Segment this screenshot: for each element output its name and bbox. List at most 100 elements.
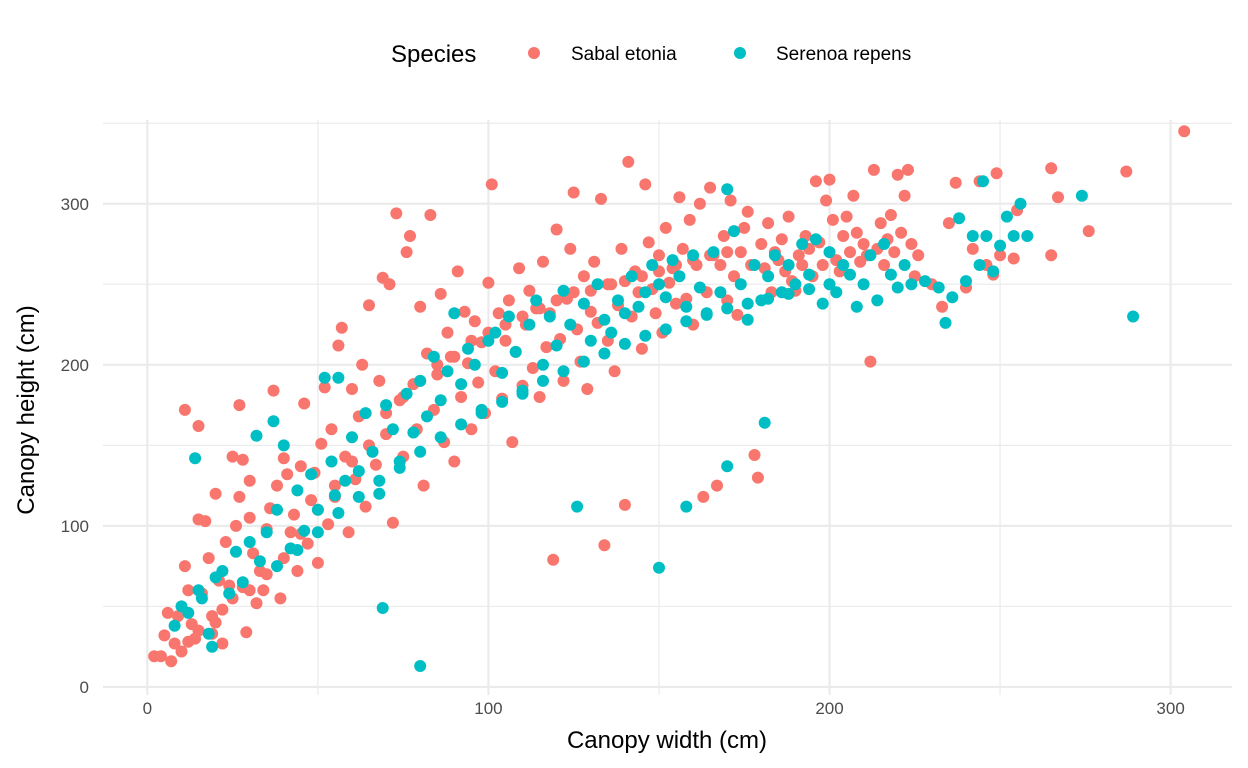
- point-serenoa-repens: [407, 426, 420, 439]
- point-sabal-etonia: [175, 645, 188, 658]
- point-sabal-etonia: [878, 259, 891, 271]
- point-serenoa-repens: [291, 484, 304, 497]
- point-serenoa-repens: [475, 407, 488, 420]
- point-sabal-etonia: [888, 246, 901, 259]
- point-serenoa-repens: [932, 281, 945, 294]
- point-sabal-etonia: [298, 397, 311, 410]
- point-serenoa-repens: [980, 230, 993, 242]
- point-serenoa-repens: [496, 395, 509, 408]
- point-sabal-etonia: [230, 519, 242, 532]
- point-sabal-etonia: [417, 479, 430, 492]
- point-sabal-etonia: [359, 500, 372, 513]
- point-sabal-etonia: [243, 474, 256, 487]
- point-serenoa-repens: [253, 555, 266, 568]
- point-sabal-etonia: [243, 584, 256, 597]
- point-serenoa-repens: [584, 334, 597, 347]
- point-serenoa-repens: [502, 310, 515, 323]
- point-sabal-etonia: [233, 399, 246, 412]
- point-sabal-etonia: [864, 355, 877, 368]
- y-tick-label: 200: [61, 356, 89, 375]
- point-sabal-etonia: [386, 516, 399, 529]
- point-serenoa-repens: [830, 286, 843, 299]
- point-serenoa-repens: [960, 275, 972, 288]
- x-tick-label: 200: [815, 699, 843, 718]
- point-sabal-etonia: [233, 490, 246, 503]
- point-serenoa-repens: [577, 355, 590, 368]
- point-serenoa-repens: [195, 592, 208, 605]
- point-serenoa-repens: [182, 606, 195, 619]
- point-sabal-etonia: [714, 259, 727, 271]
- point-sabal-etonia: [966, 242, 979, 255]
- point-sabal-etonia: [209, 616, 222, 629]
- point-sabal-etonia: [1178, 125, 1191, 138]
- point-serenoa-repens: [243, 536, 256, 548]
- point-sabal-etonia: [458, 305, 471, 318]
- point-serenoa-repens: [666, 254, 679, 267]
- point-sabal-etonia: [332, 339, 345, 352]
- point-sabal-etonia: [346, 455, 358, 468]
- point-sabal-etonia: [472, 376, 485, 389]
- point-serenoa-repens: [728, 225, 740, 238]
- point-serenoa-repens: [277, 439, 290, 452]
- legend-title: Species: [391, 41, 476, 68]
- point-serenoa-repens: [482, 334, 495, 347]
- point-serenoa-repens: [468, 358, 481, 371]
- point-serenoa-repens: [441, 365, 454, 378]
- point-serenoa-repens: [782, 287, 795, 300]
- point-sabal-etonia: [277, 452, 290, 465]
- point-sabal-etonia: [751, 471, 764, 484]
- point-sabal-etonia: [615, 242, 628, 255]
- point-sabal-etonia: [844, 246, 856, 259]
- point-sabal-etonia: [1052, 191, 1064, 204]
- point-sabal-etonia: [257, 584, 270, 597]
- point-sabal-etonia: [533, 391, 546, 403]
- point-sabal-etonia: [400, 246, 413, 259]
- point-sabal-etonia: [670, 297, 682, 310]
- point-sabal-etonia: [523, 284, 536, 297]
- point-sabal-etonia: [874, 217, 887, 230]
- point-sabal-etonia: [424, 209, 437, 221]
- point-serenoa-repens: [352, 490, 365, 503]
- point-sabal-etonia: [734, 246, 747, 259]
- point-serenoa-repens: [291, 544, 304, 556]
- point-sabal-etonia: [840, 210, 853, 223]
- point-sabal-etonia: [465, 423, 478, 436]
- point-sabal-etonia: [755, 238, 768, 250]
- point-sabal-etonia: [178, 560, 191, 573]
- point-sabal-etonia: [748, 449, 761, 461]
- point-serenoa-repens: [953, 212, 966, 225]
- point-serenoa-repens: [1014, 197, 1027, 210]
- point-sabal-etonia: [581, 383, 594, 395]
- point-sabal-etonia: [182, 635, 195, 648]
- point-sabal-etonia: [728, 270, 740, 283]
- grid-lines: [103, 120, 1232, 695]
- point-serenoa-repens: [328, 489, 341, 502]
- point-serenoa-repens: [884, 268, 897, 281]
- point-sabal-etonia: [216, 637, 229, 650]
- point-serenoa-repens: [352, 465, 365, 478]
- point-serenoa-repens: [298, 524, 311, 537]
- point-sabal-etonia: [857, 238, 870, 250]
- point-serenoa-repens: [680, 300, 693, 313]
- point-sabal-etonia: [373, 374, 386, 387]
- point-serenoa-repens: [919, 275, 931, 288]
- point-serenoa-repens: [455, 378, 468, 391]
- y-tick-label: 100: [61, 517, 89, 536]
- point-serenoa-repens: [346, 431, 358, 444]
- point-sabal-etonia: [328, 479, 341, 492]
- point-sabal-etonia: [236, 453, 249, 466]
- point-sabal-etonia: [741, 205, 754, 218]
- data-points: [148, 125, 1191, 672]
- point-sabal-etonia: [226, 450, 239, 463]
- point-sabal-etonia: [567, 286, 580, 299]
- point-sabal-etonia: [537, 255, 549, 268]
- point-sabal-etonia: [847, 189, 860, 202]
- point-sabal-etonia: [516, 310, 529, 323]
- point-sabal-etonia: [441, 326, 454, 339]
- point-serenoa-repens: [632, 300, 645, 313]
- point-serenoa-repens: [762, 270, 775, 283]
- point-serenoa-repens: [448, 307, 461, 320]
- point-serenoa-repens: [748, 259, 761, 271]
- point-sabal-etonia: [598, 539, 611, 552]
- point-sabal-etonia: [291, 565, 304, 577]
